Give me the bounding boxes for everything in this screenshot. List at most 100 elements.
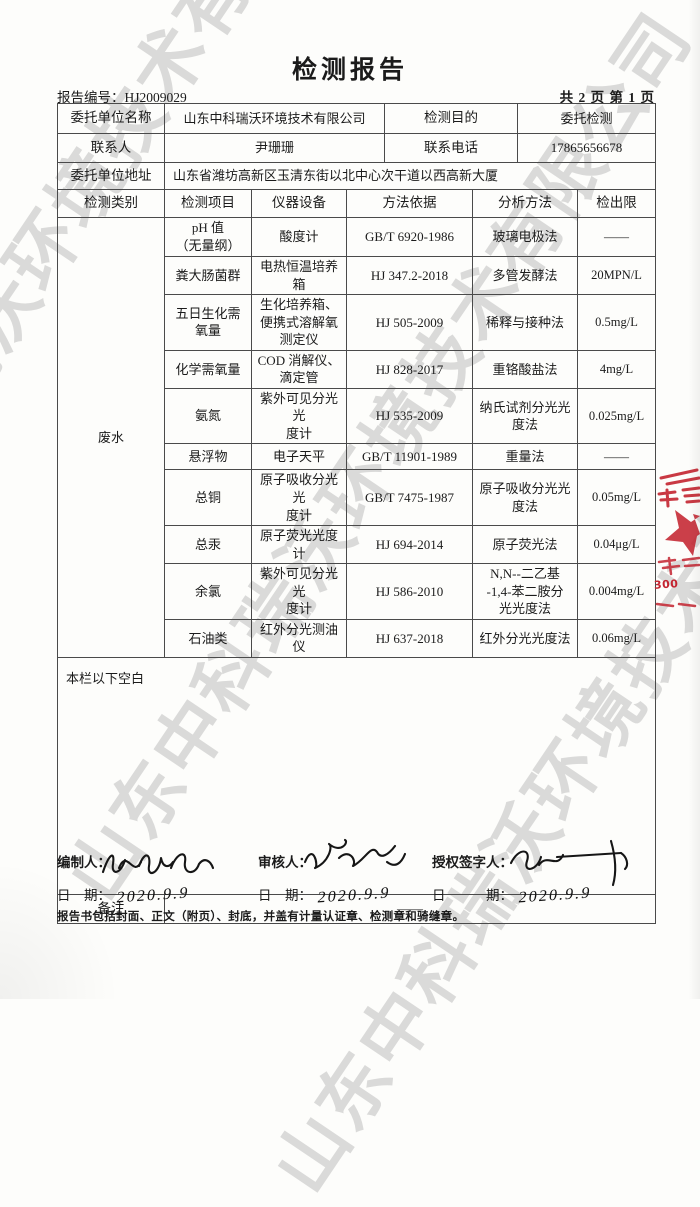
blank-below-note: 本栏以下空白 xyxy=(57,656,656,895)
reviewer-label: 审核人： xyxy=(258,855,312,870)
limit-cell: —— xyxy=(577,443,656,471)
table-row: 悬浮物 电子天平 GB/T 11901-1989 重量法 —— xyxy=(58,443,656,471)
reviewer-signature xyxy=(303,838,407,870)
table-row: 委托单位名称 山东中科瑞沃环境技术有限公司 检测目的 委托检测 xyxy=(57,103,656,134)
contact-value: 尹珊珊 xyxy=(164,133,385,163)
remark-label: 备注 xyxy=(57,893,165,924)
method-cell: GB/T 7475-1987 xyxy=(346,469,473,527)
instrument-cell: 紫外可见分光光 度计 xyxy=(251,563,347,620)
item-cell: 五日生化需 氧量 xyxy=(164,294,252,351)
address-label: 委托单位地址 xyxy=(57,162,165,190)
item-cell: 粪大肠菌群 xyxy=(164,255,252,296)
phone-label: 联系电话 xyxy=(384,133,518,163)
authorizer-label: 授权签字人： xyxy=(432,855,513,870)
report-number: 报告编号：HJ2009029 xyxy=(57,86,187,106)
analysis-cell: 原子荧光法 xyxy=(472,525,578,565)
report-page: 检测报告 报告编号：HJ2009029 共 2 页 第 1 页 委托单位名称 山… xyxy=(57,57,656,924)
date-label: 日 期： xyxy=(258,888,312,903)
method-cell: HJ 535-2009 xyxy=(346,387,473,445)
analysis-cell: 红外分光光度法 xyxy=(472,618,578,658)
purpose-value: 委托检测 xyxy=(517,103,656,134)
table-row: 总铜 原子吸收分光光 度计 GB/T 7475-1987 原子吸收分光光 度法 … xyxy=(58,469,656,527)
instrument-cell: 电子天平 xyxy=(251,443,347,471)
item-cell: 石油类 xyxy=(164,618,252,658)
date-label: 日 期： xyxy=(432,888,513,903)
method-cell: HJ 694-2014 xyxy=(346,525,473,565)
limit-cell: 4mg/L xyxy=(577,349,656,389)
table-row: 粪大肠菌群 电热恒温培养箱 HJ 347.2-2018 多管发酵法 20MPN/… xyxy=(58,255,656,296)
instrument-cell: 生化培养箱、便携式溶解氧测定仪 xyxy=(251,294,347,351)
table-row: 五日生化需 氧量 生化培养箱、便携式溶解氧测定仪 HJ 505-2009 稀释与… xyxy=(58,294,656,351)
method-cell: HJ 586-2010 xyxy=(346,563,473,620)
report-number-value: HJ2009029 xyxy=(124,90,187,105)
header-analysis: 分析方法 xyxy=(472,189,578,218)
preparer-label: 编制人： xyxy=(57,855,111,870)
analysis-cell: N,N--二乙基 -1,4-苯二胺分 光光度法 xyxy=(472,563,578,620)
instrument-cell: COD 消解仪、滴定管 xyxy=(251,349,347,389)
item-cell: 总铜 xyxy=(164,469,252,527)
header-method: 方法依据 xyxy=(346,189,473,218)
authorizer-date: 2020.9.9 xyxy=(517,884,593,907)
footer-note: 报告书包括封面、正文（附页）、封底，并盖有计量认证章、检测章和骑缝章。 xyxy=(57,911,465,923)
instrument-cell: 电热恒温培养箱 xyxy=(251,255,347,296)
table-row: 化学需氧量 COD 消解仪、滴定管 HJ 828-2017 重铬酸盐法 4mg/… xyxy=(58,349,656,389)
address-value: 山东省潍坊高新区玉清东街以北中心次干道以西高新大厦 xyxy=(164,162,656,190)
report-number-label: 报告编号： xyxy=(57,90,125,105)
contact-label: 联系人 xyxy=(57,133,165,163)
header-category: 检测类别 xyxy=(57,189,165,218)
limit-cell: 20MPN/L xyxy=(577,255,656,296)
instrument-cell: 红外分光测油仪 xyxy=(251,618,347,658)
header-limit: 检出限 xyxy=(577,189,656,218)
purpose-label: 检测目的 xyxy=(384,103,518,134)
client-name-label: 委托单位名称 xyxy=(57,103,165,134)
pagination: 共 2 页 第 1 页 xyxy=(559,90,655,105)
page-title: 检测报告 xyxy=(291,57,408,84)
test-items-table: 检测类别 检测项目 仪器设备 方法依据 分析方法 检出限 废水 pH 值 （无量… xyxy=(57,189,656,924)
item-cell: 余氯 xyxy=(164,563,252,620)
limit-cell: —— xyxy=(577,217,656,257)
table-row: 总汞 原子荧光光度计 HJ 694-2014 原子荧光法 0.04μg/L xyxy=(58,525,656,565)
instrument-cell: 原子荧光光度计 xyxy=(251,525,347,565)
method-cell: HJ 637-2018 xyxy=(346,618,473,658)
item-cell: pH 值 （无量纲） xyxy=(164,217,252,257)
item-cell: 化学需氧量 xyxy=(164,349,252,389)
method-cell: HJ 347.2-2018 xyxy=(346,255,473,296)
method-cell: HJ 505-2009 xyxy=(346,294,473,351)
preparer-date: 2020.9.9 xyxy=(115,884,191,907)
info-table: 委托单位名称 山东中科瑞沃环境技术有限公司 检测目的 委托检测 联系人 尹珊珊 … xyxy=(57,103,656,190)
method-cell: GB/T 11901-1989 xyxy=(346,443,473,471)
preparer-date-row: 日 期： 2020.9.9 xyxy=(57,884,191,907)
reviewer-date: 2020.9.9 xyxy=(316,884,392,907)
method-cell: HJ 828-2017 xyxy=(346,349,473,389)
category-cell: 废水 xyxy=(57,217,165,658)
table-row: 余氯 紫外可见分光光 度计 HJ 586-2010 N,N--二乙基 -1,4-… xyxy=(58,563,656,620)
method-cell: GB/T 6920-1986 xyxy=(346,217,473,257)
limit-cell: 0.004mg/L xyxy=(577,563,656,620)
authorizer-signature xyxy=(509,839,629,887)
table-row: 联系人 尹珊珊 联系电话 17865656678 xyxy=(57,133,656,163)
analysis-cell: 原子吸收分光光 度法 xyxy=(472,469,578,527)
item-cell: 氨氮 xyxy=(164,387,252,445)
client-name-value: 山东中科瑞沃环境技术有限公司 xyxy=(164,103,385,134)
preparer-signature xyxy=(101,853,215,875)
table-row: 石油类 红外分光测油仪 HJ 637-2018 红外分光光度法 0.06mg/L xyxy=(58,618,656,658)
analysis-cell: 玻璃电极法 xyxy=(472,217,578,257)
instrument-cell: 紫外可见分光光 度计 xyxy=(251,387,347,445)
analysis-cell: 重量法 xyxy=(472,443,578,471)
header-instrument: 仪器设备 xyxy=(251,189,347,218)
authorizer-date-row: 日 期： 2020.9.9 xyxy=(432,884,593,907)
table-header-row: 检测类别 检测项目 仪器设备 方法依据 分析方法 检出限 xyxy=(57,189,656,218)
table-row: 委托单位地址 山东省潍坊高新区玉清东街以北中心次干道以西高新大厦 xyxy=(57,162,656,190)
header-item: 检测项目 xyxy=(164,189,252,218)
instrument-cell: 原子吸收分光光 度计 xyxy=(251,469,347,527)
item-cell: 总汞 xyxy=(164,525,252,565)
blank-row: 本栏以下空白 xyxy=(57,656,656,895)
report-meta-row: 报告编号：HJ2009029 共 2 页 第 1 页 xyxy=(57,86,655,106)
phone-value: 17865656678 xyxy=(517,133,656,163)
limit-cell: 0.06mg/L xyxy=(577,618,656,658)
analysis-cell: 稀释与接种法 xyxy=(472,294,578,351)
analysis-cell: 重铬酸盐法 xyxy=(472,349,578,389)
limit-cell: 0.05mg/L xyxy=(577,469,656,527)
reviewer-date-row: 日 期： 2020.9.9 xyxy=(258,884,392,907)
instrument-cell: 酸度计 xyxy=(251,217,347,257)
